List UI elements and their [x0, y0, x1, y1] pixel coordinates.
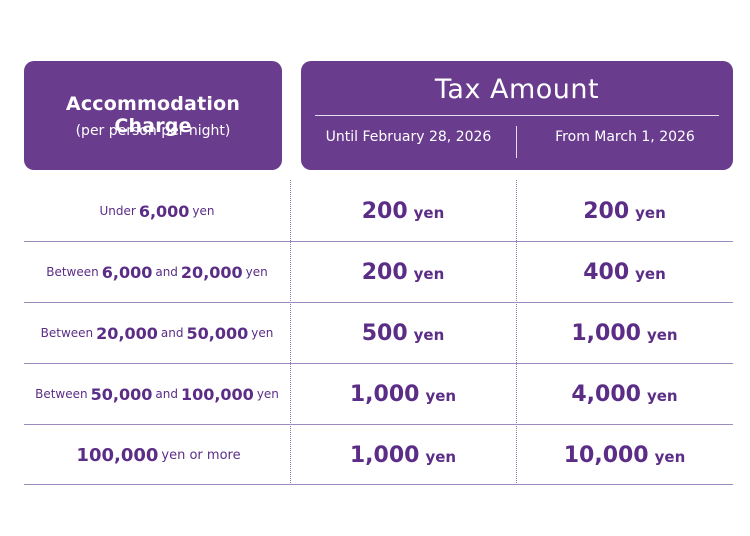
tax-unit: yen	[425, 448, 457, 466]
range-connector: and	[160, 326, 184, 340]
range-prefix: Under	[99, 204, 136, 218]
tax-from-cell: 200 yen	[516, 182, 733, 240]
range-amount: 100,000	[76, 444, 159, 466]
range-prefix: Between	[35, 387, 88, 401]
tax-from-cell: 4,000 yen	[516, 365, 733, 423]
tax-amount-header: Tax Amount Until February 28, 2026 From …	[301, 61, 733, 170]
tax-value: 400	[583, 259, 630, 285]
range-amount: 50,000	[186, 323, 249, 343]
tax-until-cell: 500 yen	[290, 304, 516, 362]
range-suffix: yen	[256, 387, 279, 401]
range-suffix: yen or more	[161, 447, 241, 463]
accommodation-charge-header: Accommodation Charge (per person per nig…	[24, 61, 282, 170]
range-amount: 50,000	[90, 384, 153, 404]
tax-value: 200	[583, 198, 630, 224]
range-prefix: Between	[46, 265, 99, 279]
tax-from-cell: 400 yen	[516, 243, 733, 301]
tax-value: 500	[361, 320, 408, 346]
tax-value: 1,000	[349, 381, 420, 407]
tax-until-cell: 1,000 yen	[290, 365, 516, 423]
range-amount: 6,000	[101, 262, 153, 282]
tax-title: Tax Amount	[434, 74, 600, 105]
range-connector: and	[155, 265, 178, 279]
row-divider	[24, 363, 733, 364]
tax-value: 1,000	[571, 320, 641, 346]
tax-value: 1,000	[349, 442, 420, 468]
tax-value: 200	[361, 259, 408, 285]
tax-from-cell: 10,000 yen	[516, 426, 733, 484]
tax-unit: yen	[635, 265, 666, 283]
table-row-range: Between 20,000 and 50,000 yen	[24, 304, 290, 362]
column-divider	[516, 180, 517, 485]
range-suffix: yen	[192, 204, 215, 218]
range-amount: 20,000	[180, 262, 243, 282]
tax-unit: yen	[654, 448, 686, 466]
column-divider	[290, 180, 291, 485]
tax-from-cell: 1,000 yen	[516, 304, 733, 362]
row-divider	[24, 484, 733, 485]
header-divider	[315, 115, 719, 116]
tax-value: 200	[361, 198, 408, 224]
tax-until-cell: 200 yen	[290, 243, 516, 301]
table-row-range: 100,000 yen or more	[24, 426, 290, 484]
tax-until-cell: 200 yen	[290, 182, 516, 240]
charge-title: Accommodation Charge	[65, 93, 241, 137]
range-amount: 6,000	[138, 201, 190, 221]
range-prefix: Between	[40, 326, 94, 340]
column-until-label: Until February 28, 2026	[325, 129, 492, 145]
tax-unit: yen	[413, 326, 445, 344]
range-suffix: yen	[245, 265, 268, 279]
column-from-label: From March 1, 2026	[555, 129, 695, 145]
range-suffix: yen	[251, 326, 274, 340]
row-divider	[24, 424, 733, 425]
tax-unit: yen	[635, 204, 666, 222]
table-row-range: Between 6,000 and 20,000 yen	[24, 243, 290, 301]
tax-unit: yen	[425, 387, 457, 405]
tax-value: 4,000	[571, 381, 641, 407]
tax-until-cell: 1,000 yen	[290, 426, 516, 484]
row-divider	[24, 302, 733, 303]
range-connector: and	[155, 387, 178, 401]
charge-subtitle: (per person per night)	[75, 123, 231, 139]
row-divider	[24, 241, 733, 242]
tax-unit: yen	[413, 265, 445, 283]
tax-unit: yen	[413, 204, 445, 222]
tax-unit: yen	[646, 387, 678, 405]
table-row-range: Under 6,000 yen	[24, 182, 290, 240]
range-amount: 100,000	[180, 384, 254, 404]
table-row-range: Between 50,000 and 100,000 yen	[24, 365, 290, 423]
tax-unit: yen	[646, 326, 678, 344]
range-amount: 20,000	[96, 323, 158, 343]
tax-table: Under 6,000 yen 200 yen 200 yen Between 6,…	[24, 180, 733, 485]
tax-value: 10,000	[563, 442, 649, 468]
header-column-separator	[516, 126, 517, 158]
